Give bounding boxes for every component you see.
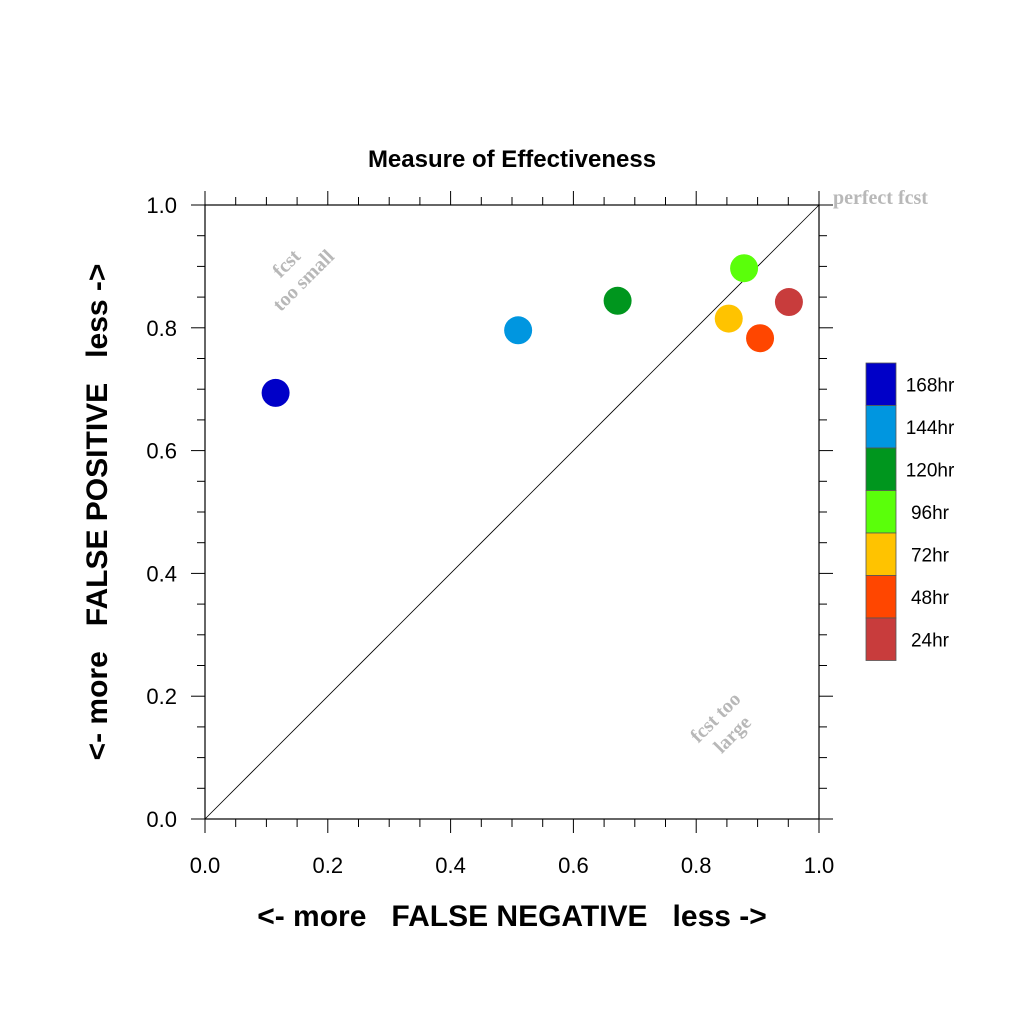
annotation-fcst-too-large: fcst too large (686, 688, 756, 758)
legend-label-24hr: 24hr (911, 630, 950, 651)
data-point-144hr (504, 316, 533, 345)
y-tick-labels: 0.0 0.2 0.4 0.6 0.8 1.0 (146, 193, 177, 832)
annotation-perfect-fcst: perfect fcst (833, 187, 928, 209)
data-points (261, 254, 803, 407)
x-tick-label: 0.0 (190, 853, 221, 878)
y-axis-label: <- more FALSE POSITIVE less -> (81, 264, 114, 761)
y-tick-label: 0.0 (146, 807, 177, 832)
legend-swatch-24hr (865, 617, 897, 661)
legend: 168hr 144hr 120hr 96hr 72hr 48hr 24hr (865, 362, 955, 661)
y-tick-label: 0.8 (146, 316, 177, 341)
axis-ticks (191, 191, 833, 833)
data-point-120hr (603, 286, 632, 315)
x-axis-label: <- more FALSE NEGATIVE less -> (257, 900, 767, 933)
legend-swatch-96hr (865, 490, 897, 534)
x-tick-label: 0.6 (558, 853, 589, 878)
annotation-fcst-too-small: fcst too small (268, 245, 339, 316)
data-point-24hr (774, 288, 803, 317)
legend-swatch-72hr (865, 532, 897, 576)
x-tick-label: 0.2 (313, 853, 344, 878)
legend-swatch-168hr (865, 362, 897, 406)
data-point-168hr (261, 378, 290, 407)
legend-label-96hr: 96hr (911, 503, 950, 524)
data-point-48hr (746, 324, 775, 353)
legend-label-120hr: 120hr (906, 460, 955, 481)
diagonal-reference-line (204, 204, 820, 820)
data-point-96hr (730, 254, 759, 283)
legend-label-168hr: 168hr (906, 375, 955, 396)
x-tick-label: 1.0 (804, 853, 835, 878)
y-tick-label: 0.4 (146, 561, 177, 586)
x-tick-label: 0.4 (435, 853, 466, 878)
legend-swatch-144hr (865, 405, 897, 449)
x-tick-labels: 0.0 0.2 0.4 0.6 0.8 1.0 (190, 853, 835, 878)
chart-title: Measure of Effectiveness (368, 146, 656, 173)
y-tick-label: 0.2 (146, 684, 177, 709)
legend-label-144hr: 144hr (906, 418, 955, 439)
y-tick-label: 0.6 (146, 439, 177, 464)
legend-swatch-48hr (865, 575, 897, 619)
legend-swatch-120hr (865, 447, 897, 491)
legend-label-48hr: 48hr (911, 588, 950, 609)
legend-label-72hr: 72hr (911, 545, 950, 566)
x-tick-label: 0.8 (681, 853, 712, 878)
data-point-72hr (714, 304, 743, 333)
y-tick-label: 1.0 (146, 193, 177, 218)
